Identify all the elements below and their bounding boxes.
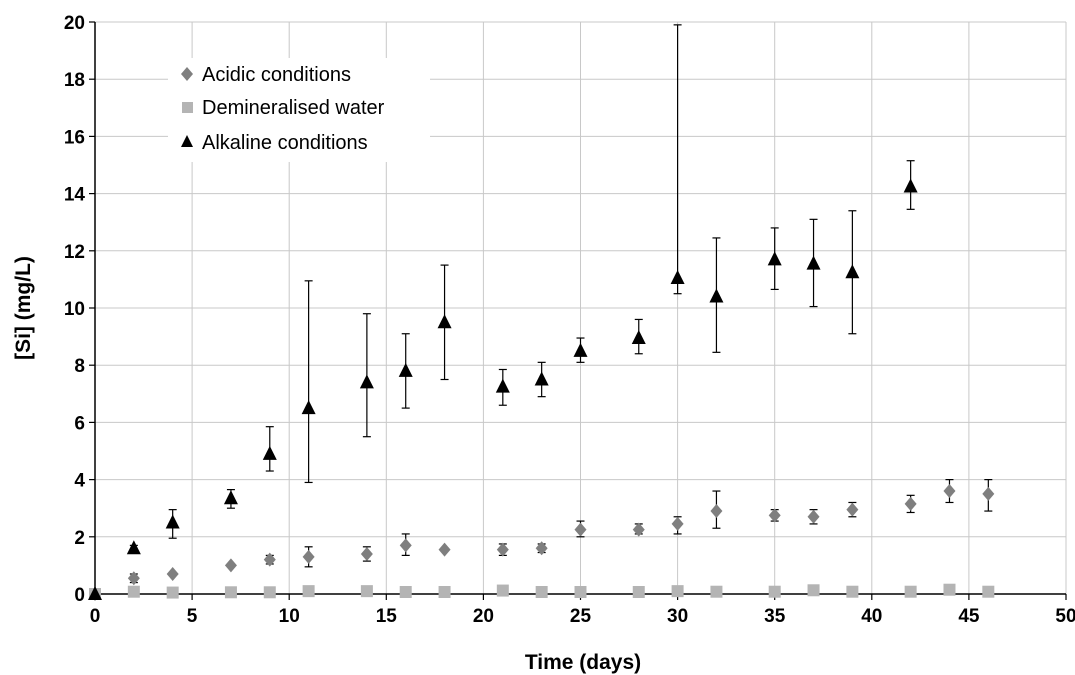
y-tick-label: 4 — [74, 471, 85, 492]
y-tick-label: 18 — [64, 70, 85, 91]
data-point-acidic — [496, 542, 509, 557]
data-point-acidic — [399, 538, 412, 553]
data-point-demineralised — [360, 585, 373, 598]
data-point-alkaline — [573, 342, 588, 357]
data-point-alkaline — [806, 255, 821, 270]
data-point-demineralised — [982, 585, 995, 598]
data-point-demineralised — [710, 585, 723, 598]
data-point-demineralised — [438, 585, 451, 598]
x-tick-label: 5 — [187, 606, 198, 627]
data-point-demineralised — [943, 583, 956, 596]
data-point-alkaline — [709, 288, 724, 303]
data-point-demineralised — [632, 585, 645, 598]
legend-triangle-marker — [181, 135, 193, 147]
x-tick-label: 45 — [958, 606, 980, 627]
data-point-acidic — [574, 522, 587, 537]
data-point-acidic — [166, 566, 179, 581]
data-point-acidic — [360, 546, 373, 561]
data-point-demineralised — [535, 585, 548, 598]
x-tick-label: 10 — [279, 606, 300, 627]
y-tick-label: 2 — [74, 528, 85, 549]
data-point-acidic — [224, 558, 237, 573]
legend: Acidic conditions Demineralised water Al… — [168, 58, 430, 162]
legend-square-marker — [182, 102, 193, 113]
x-tick-label: 0 — [90, 606, 101, 627]
data-point-acidic — [710, 504, 723, 519]
legend-label-alkaline: Alkaline conditions — [202, 132, 368, 154]
legend-label-demineralised: Demineralised water — [202, 97, 385, 119]
data-point-alkaline — [126, 540, 141, 555]
data-point-alkaline — [223, 490, 238, 505]
data-point-acidic — [263, 552, 276, 567]
y-axis-title: [Si] (mg/L) — [12, 256, 35, 360]
data-point-acidic — [671, 516, 684, 531]
y-tick-label: 14 — [64, 185, 86, 206]
legend-label-acidic: Acidic conditions — [202, 64, 351, 86]
data-point-demineralised — [496, 584, 509, 597]
data-point-alkaline — [631, 330, 646, 345]
data-point-demineralised — [671, 585, 684, 598]
x-tick-label: 15 — [376, 606, 398, 627]
data-point-acidic — [632, 522, 645, 537]
legend-item-acidic: Acidic conditions — [181, 64, 351, 86]
data-point-demineralised — [263, 586, 276, 599]
data-point-demineralised — [904, 585, 917, 598]
data-point-demineralised — [166, 586, 179, 599]
data-point-alkaline — [903, 178, 918, 193]
data-point-acidic — [302, 549, 315, 564]
data-point-acidic — [904, 496, 917, 511]
data-point-alkaline — [767, 251, 782, 266]
data-point-acidic — [982, 486, 995, 501]
x-tick-label: 25 — [570, 606, 592, 627]
y-tick-label: 6 — [74, 413, 85, 434]
data-point-acidic — [768, 508, 781, 523]
data-point-acidic — [846, 502, 859, 517]
data-marks — [88, 24, 995, 601]
y-tick-label: 20 — [64, 13, 85, 34]
x-tick-label: 50 — [1055, 606, 1075, 627]
data-point-alkaline — [495, 378, 510, 393]
data-point-demineralised — [399, 585, 412, 598]
data-point-acidic — [438, 542, 451, 557]
data-point-alkaline — [359, 374, 374, 389]
y-tick-label: 8 — [74, 356, 85, 377]
data-point-demineralised — [807, 584, 820, 597]
data-point-demineralised — [846, 585, 859, 598]
legend-item-demineralised: Demineralised water — [182, 97, 385, 119]
x-tick-label: 35 — [764, 606, 786, 627]
y-tick-label: 12 — [64, 242, 85, 263]
data-point-alkaline — [670, 269, 685, 284]
x-tick-label: 20 — [473, 606, 494, 627]
data-point-alkaline — [165, 514, 180, 529]
data-point-demineralised — [224, 586, 237, 599]
tick-labels: 0 5 10 15 20 25 30 35 40 45 50 0 2 4 6 8 10 12 14 16 18 20 — [64, 13, 1075, 627]
legend-item-alkaline: Alkaline conditions — [181, 132, 368, 154]
y-tick-label: 16 — [64, 127, 85, 148]
data-point-alkaline — [88, 586, 102, 600]
legend-diamond-marker — [181, 67, 193, 81]
data-point-demineralised — [127, 585, 140, 598]
data-point-acidic — [535, 541, 548, 556]
data-point-acidic — [127, 571, 140, 586]
data-point-alkaline — [301, 400, 316, 415]
data-point-acidic — [943, 484, 956, 499]
data-point-alkaline — [398, 362, 413, 377]
data-point-alkaline — [845, 264, 860, 279]
x-tick-label: 30 — [667, 606, 688, 627]
x-tick-label: 40 — [861, 606, 882, 627]
data-point-demineralised — [302, 585, 315, 598]
data-point-demineralised — [768, 585, 781, 598]
data-point-alkaline — [534, 371, 549, 386]
data-point-alkaline — [262, 445, 277, 460]
data-point-alkaline — [437, 314, 452, 329]
data-point-acidic — [807, 509, 820, 524]
x-axis-title: Time (days) — [525, 651, 641, 674]
data-point-demineralised — [574, 585, 587, 598]
y-tick-label: 0 — [74, 585, 85, 606]
legend-background — [168, 58, 430, 162]
y-tick-label: 10 — [64, 299, 85, 320]
